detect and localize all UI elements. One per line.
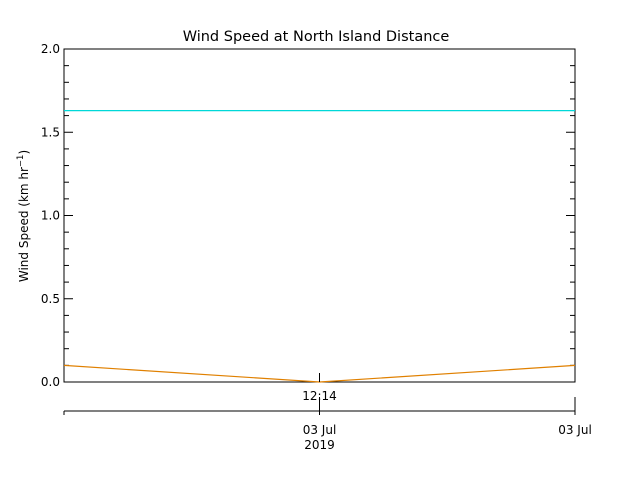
plot-frame — [64, 49, 575, 382]
time-axis-date-label: 03 Jul — [558, 423, 592, 437]
y-tick-label: 0.0 — [41, 375, 60, 389]
y-axis-label: Wind Speed (km hr−1) — [16, 150, 31, 282]
y-tick-label: 1.5 — [41, 125, 60, 139]
y-axis-label-main: Wind Speed (km hr — [17, 167, 31, 282]
y-tick-label: 2.0 — [41, 42, 60, 56]
y-tick-label: 1.0 — [41, 209, 60, 223]
y-axis-label-exponent: −1 — [16, 155, 26, 168]
series-layer: 12:14 — [64, 111, 575, 403]
y-tick-label: 0.5 — [41, 292, 60, 306]
y-axis-ticks: 0.0 0.5 1.0 1.5 2.0 — [41, 42, 575, 389]
y-axis-label-close: ) — [17, 150, 31, 155]
chart-title: Wind Speed at North Island Distance — [183, 29, 450, 45]
time-axis-date-label: 03 Jul — [303, 423, 337, 437]
time-axis-year-label: 2019 — [304, 438, 335, 452]
